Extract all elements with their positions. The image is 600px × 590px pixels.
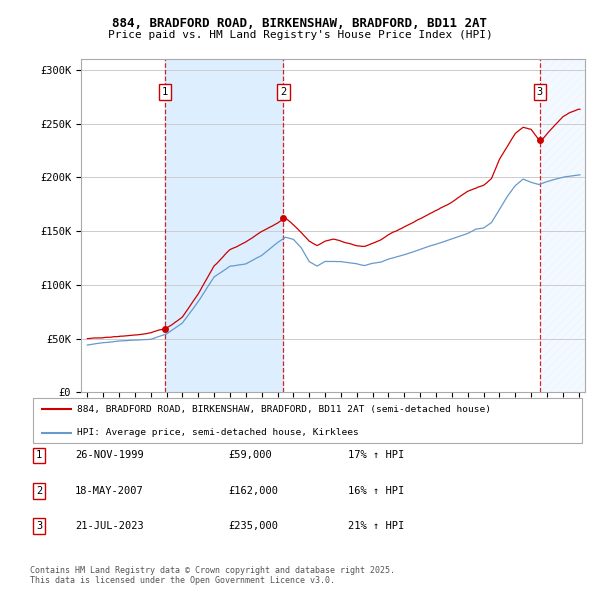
Text: HPI: Average price, semi-detached house, Kirklees: HPI: Average price, semi-detached house,… [77, 428, 359, 437]
Text: Price paid vs. HM Land Registry's House Price Index (HPI): Price paid vs. HM Land Registry's House … [107, 30, 493, 40]
Text: Contains HM Land Registry data © Crown copyright and database right 2025.
This d: Contains HM Land Registry data © Crown c… [30, 566, 395, 585]
Text: 884, BRADFORD ROAD, BIRKENSHAW, BRADFORD, BD11 2AT (semi-detached house): 884, BRADFORD ROAD, BIRKENSHAW, BRADFORD… [77, 405, 491, 414]
Text: 21% ↑ HPI: 21% ↑ HPI [348, 522, 404, 531]
Text: 21-JUL-2023: 21-JUL-2023 [75, 522, 144, 531]
Text: 1: 1 [162, 87, 168, 97]
Bar [540, 59, 587, 392]
Text: £235,000: £235,000 [228, 522, 278, 531]
Text: 16% ↑ HPI: 16% ↑ HPI [348, 486, 404, 496]
Text: £162,000: £162,000 [228, 486, 278, 496]
Bar [165, 59, 283, 392]
Text: £59,000: £59,000 [228, 451, 272, 460]
Text: 2: 2 [36, 486, 42, 496]
FancyBboxPatch shape [33, 398, 582, 444]
Text: 26-NOV-1999: 26-NOV-1999 [75, 451, 144, 460]
Text: 884, BRADFORD ROAD, BIRKENSHAW, BRADFORD, BD11 2AT: 884, BRADFORD ROAD, BIRKENSHAW, BRADFORD… [113, 17, 487, 30]
Text: 18-MAY-2007: 18-MAY-2007 [75, 486, 144, 496]
Text: 17% ↑ HPI: 17% ↑ HPI [348, 451, 404, 460]
Text: 3: 3 [537, 87, 543, 97]
Text: 1: 1 [36, 451, 42, 460]
Text: 2: 2 [280, 87, 287, 97]
Text: 3: 3 [36, 522, 42, 531]
